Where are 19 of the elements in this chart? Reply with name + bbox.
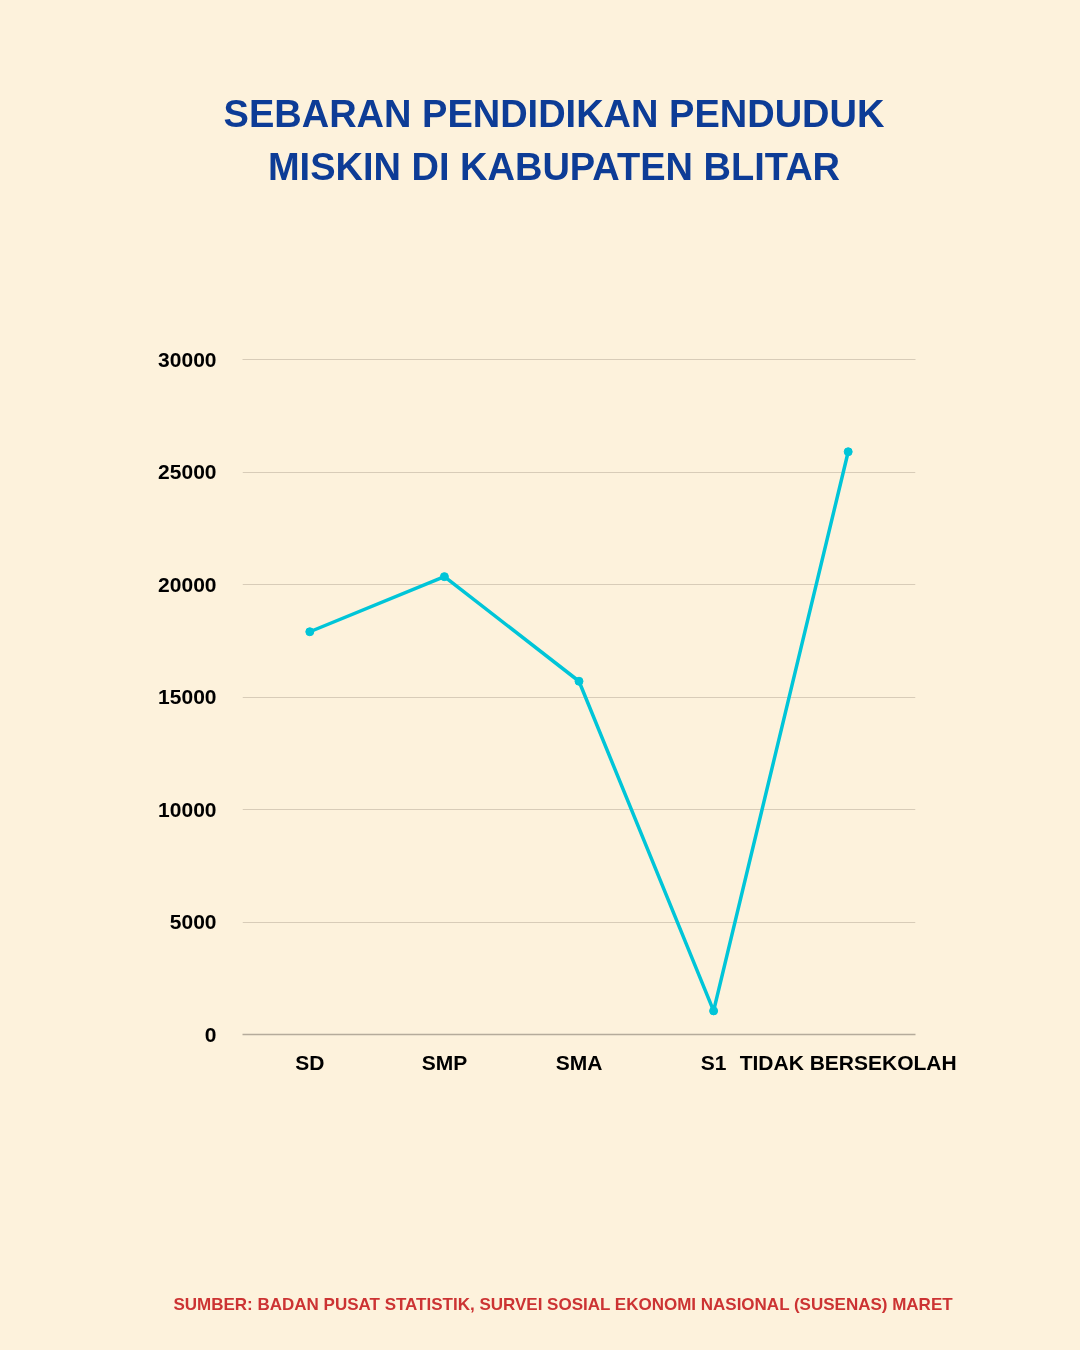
x-tick-label: SD xyxy=(295,1050,325,1074)
point xyxy=(305,627,315,637)
y-tick-label: 30000 xyxy=(158,347,217,371)
x-tick-label: S1 xyxy=(700,1050,727,1074)
x-tick-label: TIDAK BERSEKOLAH xyxy=(739,1050,957,1074)
y-tick-label: 25000 xyxy=(158,460,217,483)
y-tick-label: 15000 xyxy=(158,685,217,708)
point xyxy=(439,572,449,582)
chart-title: SEBARAN PENDIDIKAN PENDUDUK MISKIN DI KABUPATEN BLITAR xyxy=(223,92,885,190)
point xyxy=(709,1006,719,1016)
y-tick-label: 0 xyxy=(204,1022,217,1046)
y-tick-label: 20000 xyxy=(158,572,217,596)
point xyxy=(574,676,584,686)
y-tick-label: 10000 xyxy=(158,797,217,821)
x-tick-label: SMP xyxy=(421,1050,468,1074)
text: SUMBER: BADAN PUSAT STATISTIK, SURVEI SOSIAL EKONOMI NASIONAL (SUSENAS) MARET xyxy=(173,1294,953,1316)
point xyxy=(843,447,853,457)
y-tick-label: 5000 xyxy=(169,910,217,933)
x-tick-label: SMA xyxy=(555,1050,603,1074)
